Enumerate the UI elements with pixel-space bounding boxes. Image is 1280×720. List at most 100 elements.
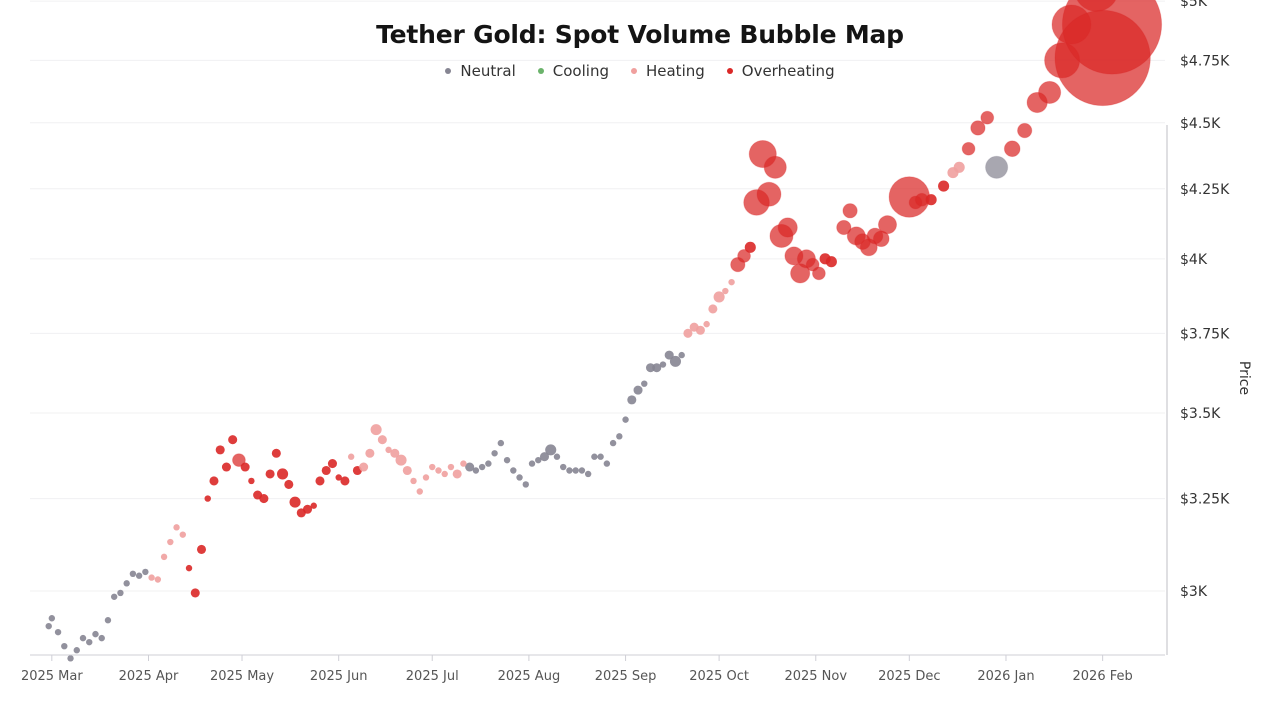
- bubble-point: [925, 194, 937, 206]
- bubble-point: [756, 181, 782, 207]
- bubble-point: [695, 325, 705, 335]
- bubble-point: [61, 642, 68, 650]
- bubble-point: [173, 524, 180, 531]
- bubble-point: [503, 456, 511, 464]
- bubble-point: [703, 320, 710, 328]
- legend-item-overheating[interactable]: Overheating: [726, 62, 835, 80]
- legend-label: Cooling: [552, 62, 609, 80]
- legend-item-neutral[interactable]: Neutral: [445, 62, 516, 80]
- y-tick-label: $3.5K: [1180, 406, 1221, 422]
- bubble-point: [491, 450, 498, 457]
- bubble-point: [664, 350, 674, 360]
- bubble-point: [836, 219, 852, 236]
- bubble-point: [622, 416, 629, 423]
- bubble-point: [240, 462, 250, 472]
- bubble-point: [669, 355, 681, 367]
- y-tick-label: $4.75K: [1180, 53, 1230, 69]
- bubble-point: [713, 291, 725, 303]
- bubble-point: [429, 463, 436, 471]
- bubble-point: [678, 351, 685, 359]
- bubble-point: [54, 628, 62, 636]
- bubble-point: [472, 467, 480, 474]
- overheating-dot-icon: [726, 68, 733, 74]
- bubble-point: [1044, 42, 1081, 79]
- bubble-point: [45, 622, 52, 630]
- x-tick-label: 2025 Mar: [21, 669, 83, 684]
- bubble-point: [73, 647, 80, 654]
- x-tick-label: 2025 Jun: [310, 669, 368, 684]
- x-tick-label: 2026 Jan: [977, 669, 1034, 684]
- bubble-point: [763, 155, 787, 179]
- bubble-point: [117, 589, 124, 597]
- bubble-point: [135, 572, 143, 579]
- x-tick-label: 2025 Apr: [119, 669, 179, 684]
- bubble-point: [248, 477, 255, 485]
- y-tick-label: $3.75K: [1180, 326, 1230, 342]
- x-tick-label: 2025 Jul: [406, 669, 459, 684]
- bubble-point: [510, 467, 517, 474]
- bubble-point: [154, 576, 162, 583]
- y-tick-label: $3K: [1180, 584, 1208, 600]
- bubble-point: [310, 502, 317, 509]
- bubble-point: [1017, 122, 1033, 139]
- bubble-point: [1051, 4, 1092, 45]
- y-tick-label: $4.25K: [1180, 182, 1230, 198]
- bubble-point: [395, 454, 407, 466]
- bubble-point: [616, 433, 623, 440]
- bubble-point: [142, 568, 149, 576]
- legend-item-heating[interactable]: Heating: [630, 62, 705, 80]
- legend: Neutral Cooling Heating Overheating: [0, 62, 1280, 80]
- bubble-point: [370, 424, 382, 436]
- bubble-point: [528, 460, 536, 467]
- x-tick-label: 2025 Nov: [784, 669, 847, 684]
- bubble-point: [435, 467, 442, 474]
- gridlines: [30, 0, 1165, 592]
- bubble-point: [185, 564, 193, 572]
- bubble-point: [545, 444, 557, 456]
- bubble-point: [110, 593, 118, 600]
- y-tick-label: $4.5K: [1180, 116, 1221, 132]
- bubble-point: [277, 468, 289, 480]
- bubble-point: [410, 477, 417, 485]
- bubble-point: [980, 110, 995, 125]
- bubble-point: [221, 462, 231, 472]
- bubble-point: [633, 385, 643, 395]
- bubble-point: [627, 395, 637, 405]
- bubble-point: [777, 217, 798, 238]
- bubble-point: [215, 445, 225, 455]
- bubble-point: [190, 588, 200, 598]
- bubble-point: [652, 363, 662, 373]
- bubble-point: [416, 488, 423, 495]
- x-tick-label: 2025 May: [210, 669, 274, 684]
- heating-dot-icon: [630, 68, 637, 74]
- bubble-point: [48, 615, 56, 622]
- bubble-point: [327, 459, 337, 469]
- chart-title: Tether Gold: Spot Volume Bubble Map: [376, 20, 904, 49]
- bubble-point: [872, 230, 890, 248]
- bubble-point: [683, 328, 693, 338]
- bubble-point: [465, 462, 475, 472]
- bubble-point: [553, 453, 561, 460]
- bubble-point: [535, 456, 542, 464]
- y-tick-label: $3.25K: [1180, 492, 1230, 508]
- bubble-point: [196, 544, 207, 554]
- bubble-point: [265, 469, 275, 479]
- legend-label: Heating: [645, 62, 705, 80]
- bubble-point: [232, 453, 246, 468]
- bubble-point: [284, 479, 294, 489]
- bubble-point: [271, 448, 281, 458]
- bubble-point: [447, 463, 455, 471]
- bubble-point: [1026, 91, 1048, 114]
- bubble-point: [478, 463, 486, 471]
- bubble-point: [359, 462, 369, 472]
- bubble-point: [228, 435, 238, 445]
- bubble-point: [1003, 140, 1021, 158]
- axes: $3K $3.25K $3.5K $3.75K $4K $4.25K $4.5K $4.75K…: [21, 0, 1252, 684]
- bubble-point: [560, 463, 567, 471]
- bubble-point: [179, 531, 186, 538]
- bubble-point: [452, 469, 462, 479]
- bubble-point: [970, 120, 986, 136]
- bubble-point: [422, 474, 430, 481]
- legend-item-cooling[interactable]: Cooling: [537, 62, 609, 80]
- bubble-point: [86, 638, 93, 646]
